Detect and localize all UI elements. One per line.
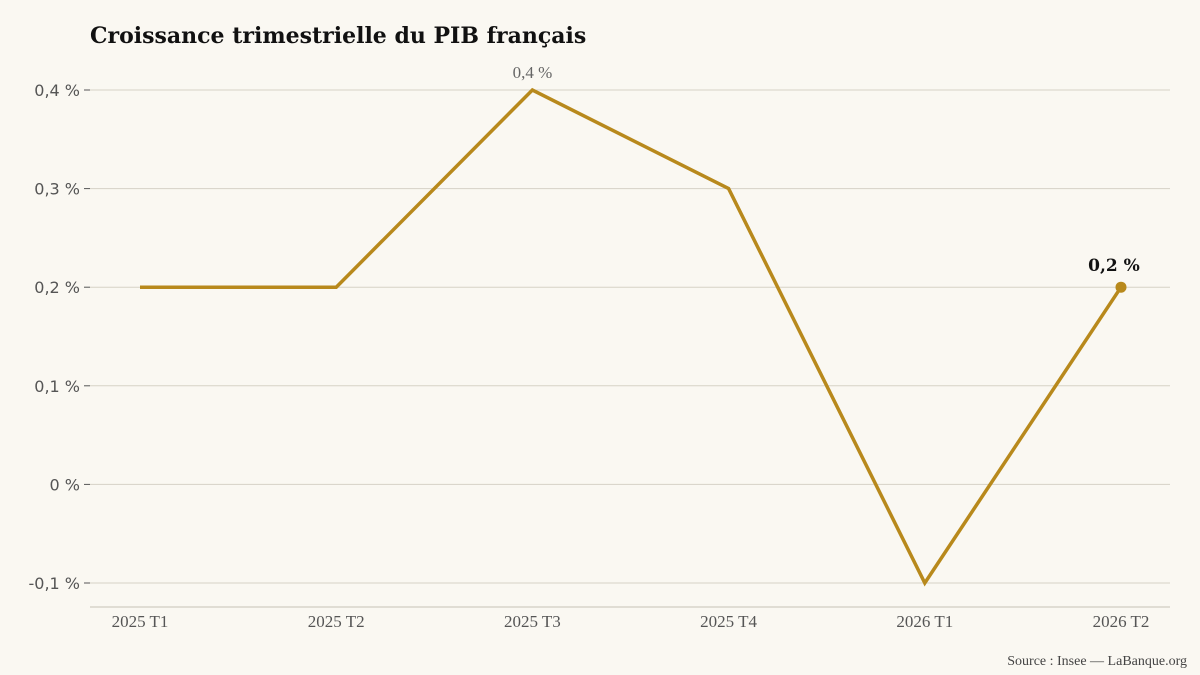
axis-layer: 0,4 % 0,3 % 0,2 % 0,1 % 0 % -0,1 % 2025 T1 2025… — [28, 81, 1170, 631]
x-tick-label: 2026 T1 — [896, 612, 953, 631]
chart-title: Croissance trimestrielle du PIB français — [90, 23, 586, 49]
data-label-layer: 0,4 % 0,2 % — [513, 63, 1140, 293]
y-tick-label: 0,4 % — [34, 81, 80, 100]
x-tick-label: 2025 T4 — [700, 612, 757, 631]
y-tick-label: 0,2 % — [34, 278, 80, 297]
last-value-label: 0,2 % — [1088, 256, 1140, 276]
x-tick-label: 2026 T2 — [1093, 612, 1150, 631]
grid-layer — [90, 89, 1170, 584]
series-layer — [140, 87, 1123, 587]
x-tick-label: 2025 T2 — [308, 612, 365, 631]
series-line — [140, 87, 1123, 587]
y-tick-label: -0,1 % — [28, 574, 80, 593]
x-tick-label: 2025 T1 — [112, 612, 169, 631]
y-tick-label: 0,3 % — [34, 180, 80, 199]
peak-value-label: 0,4 % — [513, 63, 553, 82]
last-point-marker — [1115, 281, 1127, 293]
x-tick-label: 2025 T3 — [504, 612, 561, 631]
source-note: Source : Insee — LaBanque.org — [1007, 654, 1187, 669]
y-tick-label: 0 % — [50, 475, 80, 494]
y-tick-label: 0,1 % — [34, 377, 80, 396]
